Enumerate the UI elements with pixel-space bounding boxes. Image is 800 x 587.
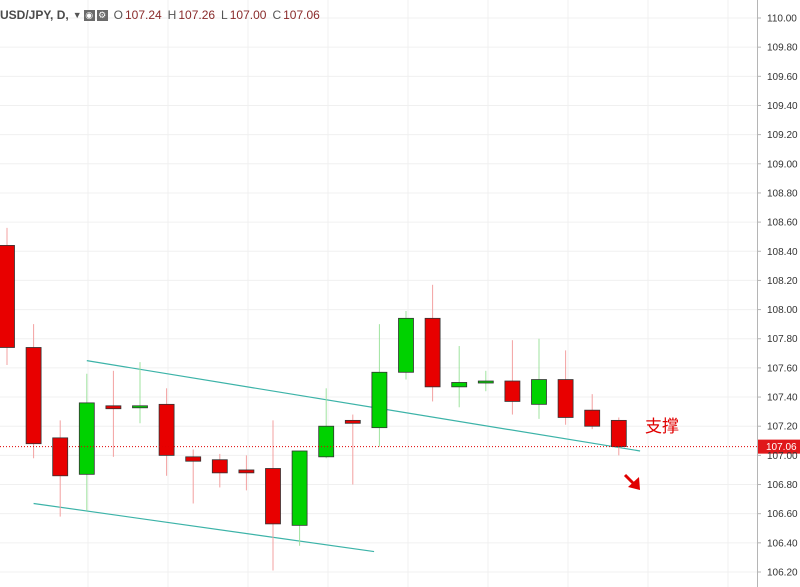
candle-body <box>291 450 308 526</box>
tick-label: 106.80 <box>767 480 798 491</box>
candle-body <box>185 456 202 462</box>
current-price-line: 107.06 <box>0 439 800 454</box>
candle-body <box>424 317 441 388</box>
candle <box>265 420 281 571</box>
candle-body <box>0 245 15 348</box>
candle-body <box>78 402 95 475</box>
low-value: 107.00 <box>229 8 267 22</box>
candle-body <box>344 419 361 424</box>
candle <box>531 338 547 419</box>
candle-body <box>238 469 255 474</box>
candle-body <box>105 405 122 410</box>
down-arrow-icon <box>623 473 640 490</box>
candle <box>211 453 228 488</box>
support-annotation: 支撑 <box>645 417 679 437</box>
candle <box>451 346 468 408</box>
symbol-label[interactable]: USD/JPY, D, <box>0 8 69 22</box>
tick-label: 107.20 <box>767 422 798 433</box>
candle <box>424 284 441 402</box>
settings-icon[interactable]: ⚙ <box>96 9 108 21</box>
candle-body <box>557 379 574 418</box>
tick-label: 107.40 <box>767 393 798 404</box>
tick-label: 109.60 <box>767 72 798 83</box>
candle <box>584 394 601 430</box>
price-label-bg <box>758 439 800 454</box>
tick-label: 106.60 <box>767 509 798 520</box>
candle <box>132 362 148 424</box>
candle-body <box>477 380 494 384</box>
candle <box>610 417 627 456</box>
tick-label: 106.20 <box>767 568 798 579</box>
candle <box>52 420 69 517</box>
tick-label: 109.80 <box>767 43 798 54</box>
candle <box>504 340 521 415</box>
candle <box>238 455 255 491</box>
candle-body <box>398 317 414 373</box>
close-value: 107.06 <box>283 8 320 22</box>
trendline <box>33 502 375 553</box>
candle <box>25 324 42 459</box>
candle-body <box>371 371 388 429</box>
candle-body <box>318 425 335 458</box>
high-value: 107.26 <box>178 8 216 22</box>
tick-label: 108.40 <box>767 247 798 258</box>
candle <box>0 227 15 365</box>
price-axis[interactable]: 106.20 106.40 106.60 106.80 107.00 107.20 107.… <box>757 0 798 587</box>
trendline <box>86 360 641 452</box>
tick-label: 107.80 <box>767 334 798 345</box>
candle <box>185 449 202 504</box>
candle-body <box>25 347 42 445</box>
candle-body <box>584 409 601 427</box>
symbol-legend: USD/JPY, D, ▼ ◉ ⚙ O 107.24 H 107.26 L 107.0… <box>0 6 320 24</box>
tick-label: 110.00 <box>767 14 797 25</box>
candle <box>105 370 122 457</box>
candle-body <box>211 459 228 474</box>
low-label: L <box>221 8 228 22</box>
candle <box>371 324 388 447</box>
candle <box>78 373 95 511</box>
open-label: O <box>113 8 123 22</box>
candle <box>158 388 175 476</box>
tick-label: 107.60 <box>767 363 798 374</box>
tick-label: 109.40 <box>767 101 798 112</box>
high-label: H <box>167 8 177 22</box>
chevron-down-icon[interactable]: ▼ <box>72 10 82 20</box>
candle-body <box>610 419 627 448</box>
tick-label: 109.00 <box>767 159 798 170</box>
candle-body <box>531 379 547 405</box>
candle-body <box>451 382 468 388</box>
eye-icon[interactable]: ◉ <box>83 9 95 21</box>
candle <box>344 414 361 485</box>
candle <box>477 370 494 392</box>
open-value: 107.24 <box>124 8 162 22</box>
candle-body <box>52 437 69 477</box>
candle <box>291 450 308 546</box>
current-price-label: 107.06 <box>766 442 797 453</box>
candle-body <box>504 380 521 402</box>
trendlines <box>33 360 641 553</box>
close-label: C <box>272 8 282 22</box>
candle-body <box>265 468 281 525</box>
candle <box>398 311 414 380</box>
candles <box>0 227 627 571</box>
tick-label: 108.60 <box>767 218 798 229</box>
candle <box>318 388 335 459</box>
tick-label: 108.00 <box>767 305 798 316</box>
tick-label: 107.00 <box>767 451 798 462</box>
tick-label: 108.20 <box>767 276 798 287</box>
tick-label: 106.40 <box>767 538 798 549</box>
tick-label: 109.20 <box>767 130 798 141</box>
candle <box>557 350 574 425</box>
grid <box>0 0 757 587</box>
candle-body <box>158 403 175 456</box>
tick-label: 108.80 <box>767 188 798 199</box>
candle-body <box>132 405 148 409</box>
